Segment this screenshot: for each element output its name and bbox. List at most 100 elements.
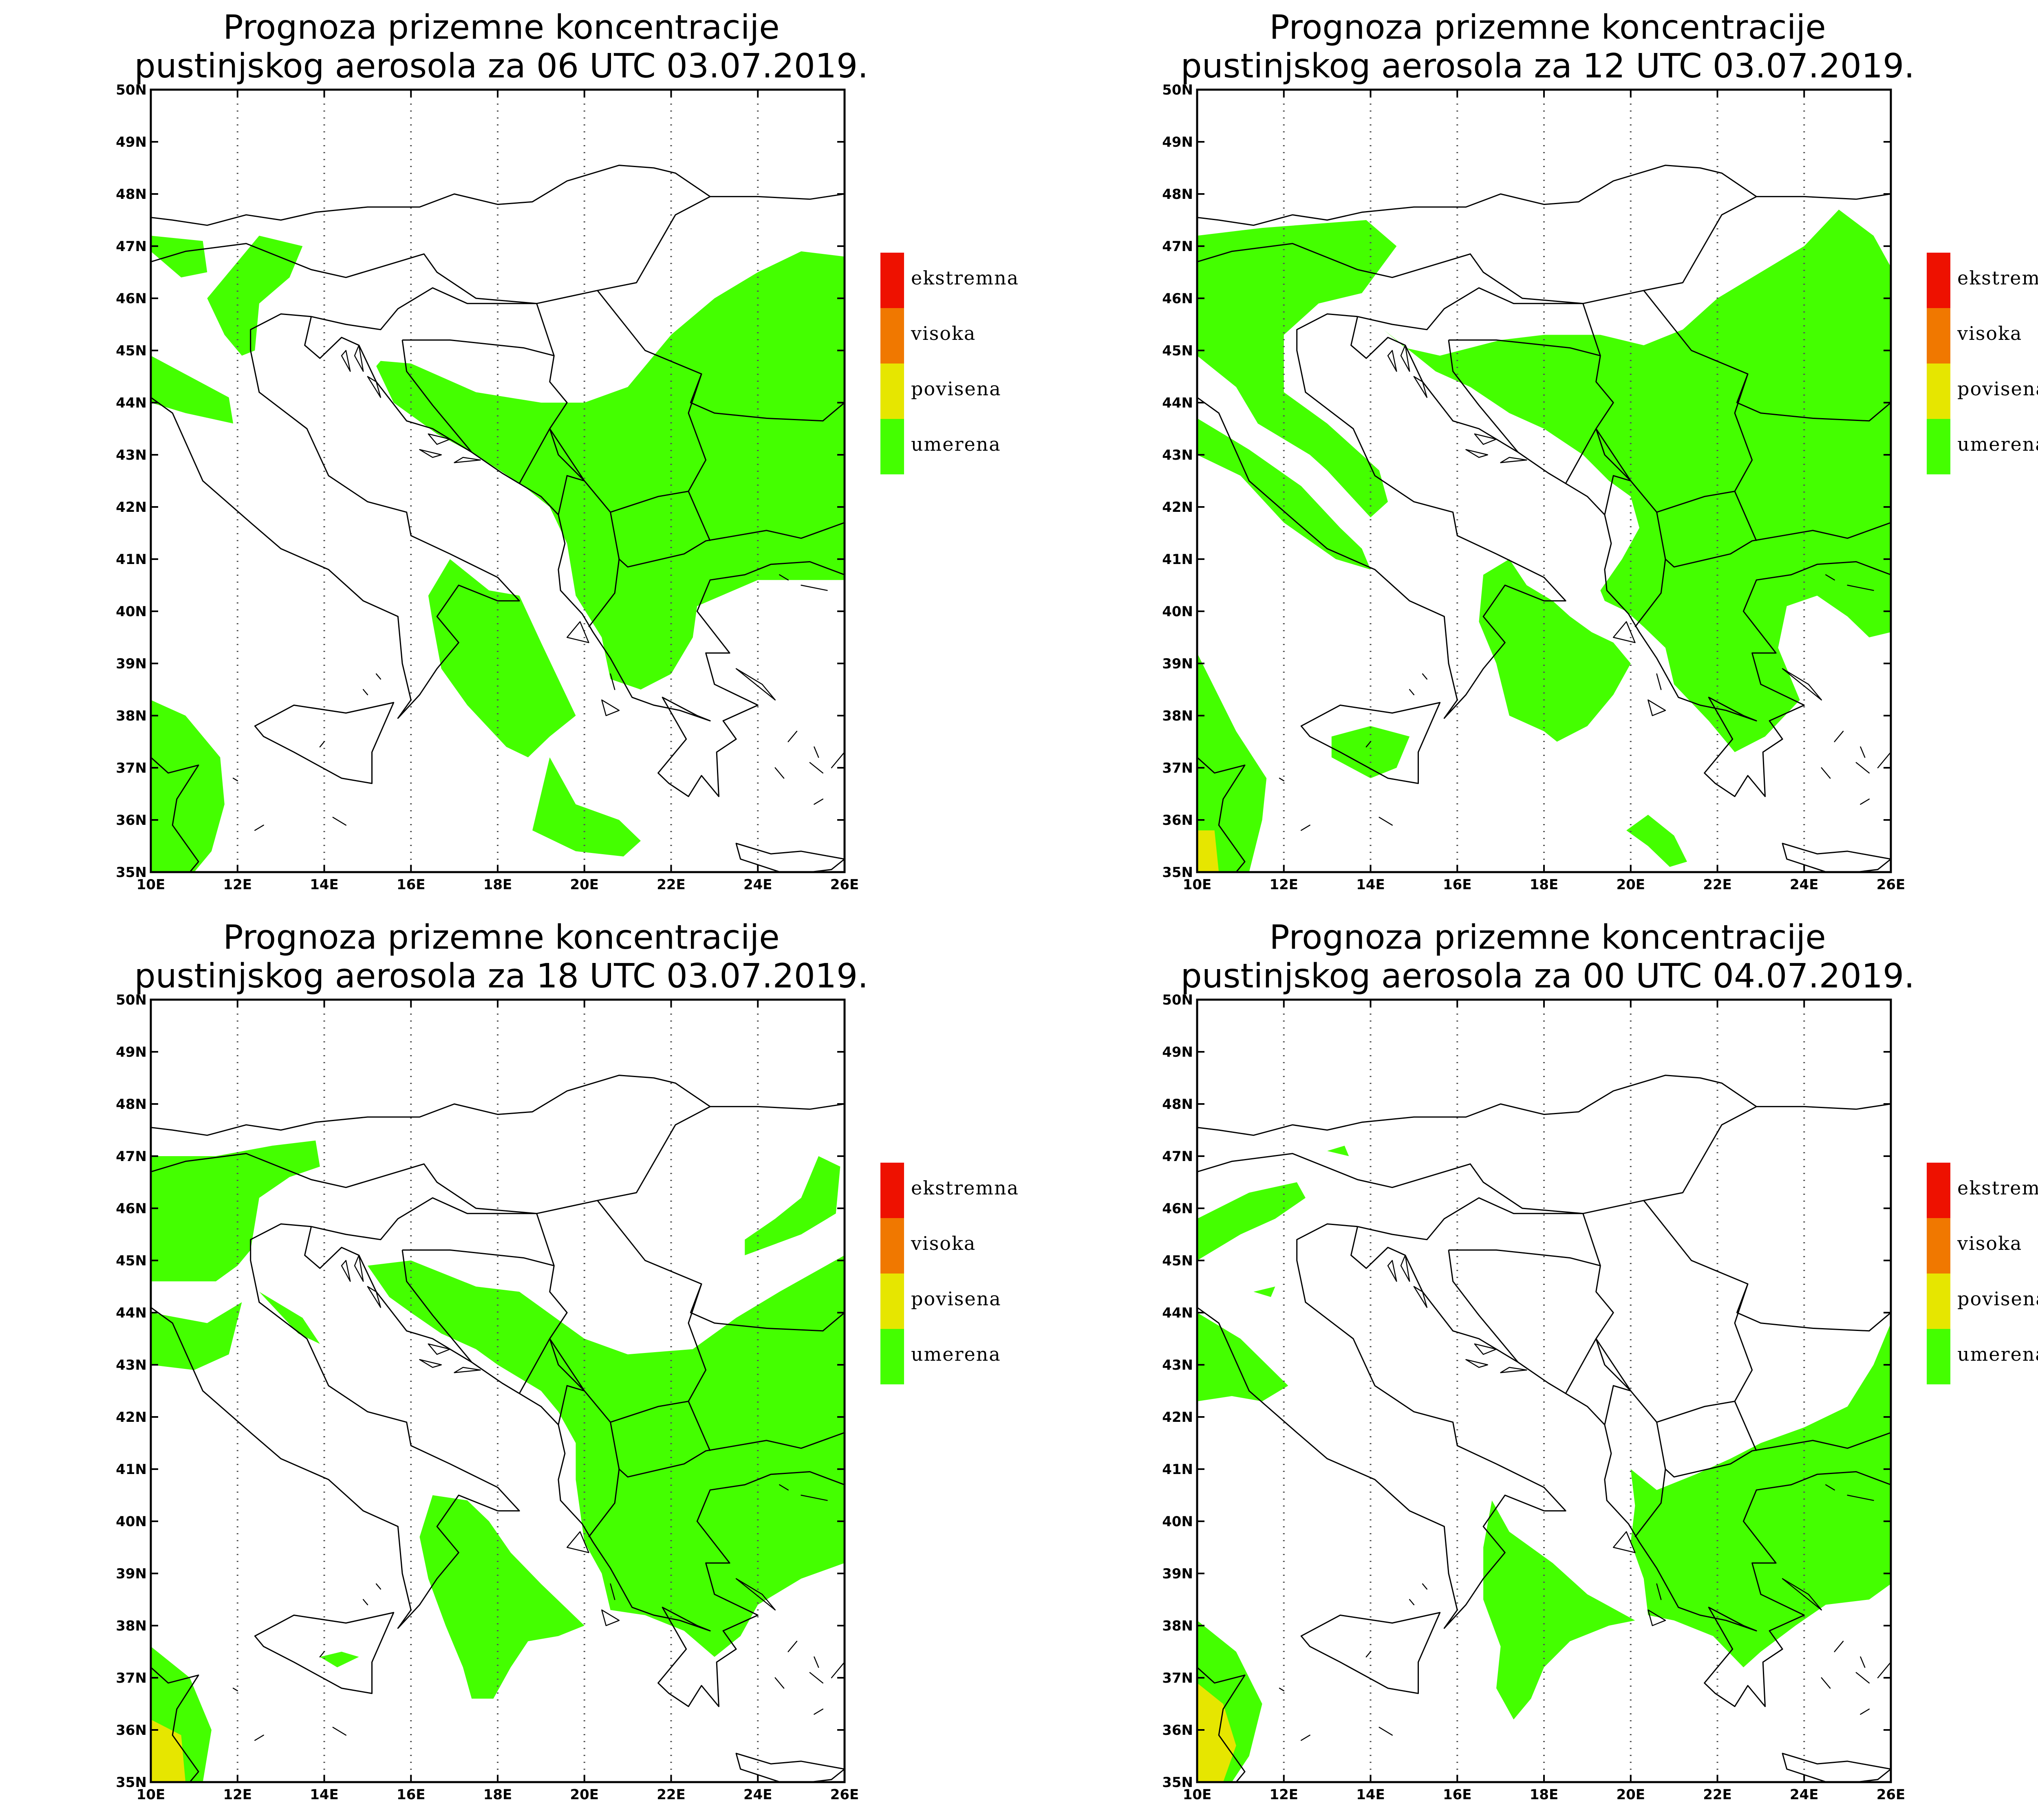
y-tick-label: 38N <box>1162 1618 1193 1634</box>
dust-area-umerena <box>1197 653 1267 872</box>
dust-area-umerena <box>320 1652 359 1668</box>
y-tick-label: 50N <box>1162 82 1193 98</box>
y-tick-label: 39N <box>1162 656 1193 672</box>
small-island <box>362 1599 368 1606</box>
small-island <box>1413 376 1428 398</box>
legend-label-povisena: povisena <box>911 378 1001 400</box>
y-tick-label: 45N <box>116 1253 147 1269</box>
x-tick-label: 18E <box>483 1787 512 1803</box>
legend-swatch-povisena <box>1927 1274 1950 1329</box>
small-island <box>814 746 819 758</box>
y-tick-label: 50N <box>116 82 147 98</box>
x-tick-label: 18E <box>483 877 512 893</box>
small-island <box>1855 762 1870 774</box>
country-border <box>1604 475 1631 515</box>
legend-swatch-visoka <box>1927 1218 1950 1274</box>
y-tick-label: 43N <box>1162 447 1193 463</box>
panel-title-line2: pustinjskog aerosola za 06 UTC 03.07.201… <box>135 47 869 86</box>
country-border <box>1582 303 1601 356</box>
legend-swatch-povisena <box>880 1274 904 1329</box>
y-tick-label: 35N <box>116 1774 147 1791</box>
map-panel-06utc: Prognoza prizemne koncentracije pustinjsk… <box>0 0 1046 910</box>
country-border <box>688 491 711 541</box>
small-island <box>232 1688 238 1692</box>
country-border <box>402 1249 568 1394</box>
country-border <box>1197 1106 1757 1214</box>
legend-label-povisena: povisena <box>1957 1288 2038 1310</box>
y-tick-label: 43N <box>1162 1357 1193 1373</box>
x-tick-label: 26E <box>830 877 859 893</box>
coastline <box>1197 1223 1566 1629</box>
country-border <box>1634 1469 1666 1538</box>
country-border <box>151 1075 845 1136</box>
coastline <box>1197 757 1246 872</box>
small-island <box>1782 668 1822 701</box>
coastline <box>1350 316 1891 797</box>
x-tick-label: 16E <box>1443 877 1472 893</box>
small-island <box>801 584 828 591</box>
x-tick-label: 14E <box>1356 877 1385 893</box>
y-tick-label: 42N <box>116 1409 147 1426</box>
small-island <box>831 751 845 769</box>
coastline <box>151 757 199 872</box>
dust-area-umerena <box>1327 1146 1349 1156</box>
x-tick-label: 12E <box>1269 877 1298 893</box>
country-border <box>1357 287 1583 331</box>
small-island <box>787 1641 798 1653</box>
small-island <box>1877 1661 1891 1679</box>
small-island <box>1387 1260 1397 1282</box>
dust-area-umerena <box>1626 815 1687 867</box>
country-border <box>549 374 707 513</box>
country-border <box>1197 196 1757 304</box>
country-border <box>610 512 845 568</box>
y-tick-label: 40N <box>116 1514 147 1530</box>
legend-swatch-umerena <box>880 419 904 474</box>
small-island <box>428 1343 451 1355</box>
small-island <box>319 741 325 748</box>
y-tick-label: 49N <box>1162 134 1193 150</box>
y-tick-label: 47N <box>1162 238 1193 255</box>
x-tick-label: 12E <box>223 877 252 893</box>
small-island <box>1860 798 1870 805</box>
small-island <box>801 1494 828 1501</box>
y-tick-label: 39N <box>1162 1566 1193 1582</box>
small-island <box>1847 584 1874 591</box>
legend-label-umerena: umerena <box>1957 1343 2038 1365</box>
x-tick-label: 18E <box>1530 877 1559 893</box>
small-island <box>1612 1531 1636 1553</box>
small-island <box>1279 1688 1285 1692</box>
small-island <box>1825 574 1835 581</box>
y-tick-label: 37N <box>1162 1670 1193 1686</box>
legend-label-visoka: visoka <box>1957 322 2022 344</box>
x-tick-label: 12E <box>1269 1787 1298 1803</box>
small-island <box>1834 1641 1844 1653</box>
dust-area-povisena <box>151 1719 186 1782</box>
x-tick-label: 18E <box>1530 1787 1559 1803</box>
country-border <box>610 1422 845 1478</box>
y-tick-label: 35N <box>1162 864 1193 881</box>
coastline <box>1197 1667 1246 1782</box>
x-tick-label: 10E <box>1183 1787 1212 1803</box>
small-island <box>566 621 589 643</box>
y-tick-label: 39N <box>116 656 147 672</box>
country-border <box>311 287 537 331</box>
country-border <box>1656 512 1891 568</box>
y-tick-label: 45N <box>1162 1253 1193 1269</box>
legend-label-visoka: visoka <box>911 322 976 344</box>
small-island <box>1301 1734 1310 1741</box>
country-border <box>688 1401 711 1451</box>
small-island <box>1821 1677 1831 1689</box>
small-island <box>1422 673 1428 680</box>
country-border <box>558 1385 585 1425</box>
x-tick-label: 10E <box>1183 877 1212 893</box>
y-tick-label: 41N <box>116 1461 147 1478</box>
small-island <box>1409 1599 1415 1606</box>
island-outline <box>1300 702 1441 784</box>
map-area <box>151 90 845 872</box>
x-tick-label: 22E <box>657 877 686 893</box>
small-island <box>354 344 364 372</box>
small-island <box>1656 1583 1662 1600</box>
small-island <box>1365 1651 1371 1658</box>
y-tick-label: 45N <box>1162 343 1193 359</box>
panel-title-line2: pustinjskog aerosola za 18 UTC 03.07.201… <box>135 957 869 996</box>
